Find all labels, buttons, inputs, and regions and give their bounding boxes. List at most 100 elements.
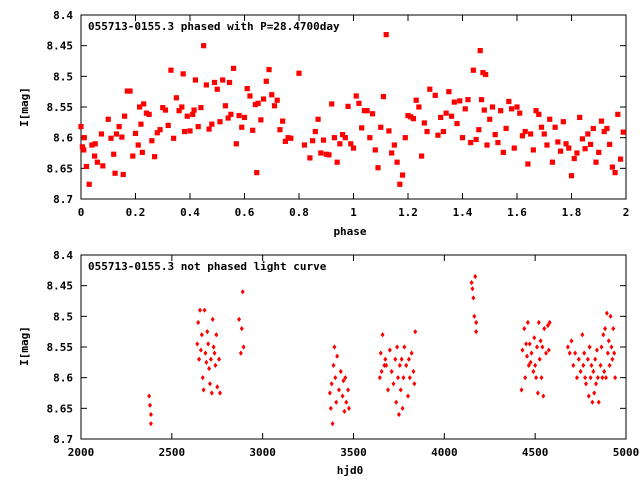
data-point (367, 135, 373, 141)
data-point (377, 375, 382, 381)
x-tick-label: 0.2 (126, 206, 146, 219)
data-point (601, 332, 606, 338)
data-point (147, 393, 152, 399)
data-point (567, 350, 572, 356)
phased-plot-title: 055713-0155.3 phased with P=28.4700day (88, 20, 340, 33)
x-tick-label: 0.4 (180, 206, 200, 219)
data-point (589, 362, 594, 368)
data-point (335, 353, 340, 359)
x-tick-label: 0.8 (289, 206, 309, 219)
data-point (498, 108, 504, 114)
data-point (547, 116, 553, 122)
data-point (148, 402, 153, 408)
data-point (578, 368, 583, 375)
data-point (413, 97, 419, 103)
x-tick-label: 3000 (249, 446, 276, 459)
data-point (604, 125, 610, 132)
data-point (421, 120, 427, 126)
data-point (492, 132, 498, 138)
data-point (213, 362, 218, 368)
data-point (328, 405, 333, 411)
data-point (239, 326, 244, 332)
data-point (105, 116, 111, 122)
data-point (524, 341, 529, 347)
data-point (285, 135, 291, 141)
data-point (606, 338, 611, 344)
data-point (252, 101, 258, 108)
data-point (345, 103, 351, 109)
data-point (181, 128, 188, 135)
data-point (211, 79, 218, 86)
data-point (481, 107, 487, 113)
data-point (593, 356, 598, 362)
data-point (202, 307, 207, 313)
data-point (566, 145, 572, 151)
data-point (576, 356, 581, 362)
data-point (211, 344, 216, 350)
data-point (594, 347, 599, 353)
data-point (612, 350, 617, 356)
data-point (271, 103, 278, 109)
data-point (409, 350, 414, 356)
data-point (196, 319, 201, 326)
data-point (329, 381, 334, 387)
data-point (207, 365, 212, 372)
data-point (508, 106, 515, 112)
data-point (470, 286, 475, 292)
data-point (296, 70, 302, 76)
data-point (484, 142, 490, 148)
phased-x-axis-title: phase (333, 225, 366, 238)
data-point (200, 375, 205, 381)
data-point (593, 159, 599, 165)
data-point (398, 387, 403, 393)
data-point (148, 411, 153, 418)
data-point (474, 329, 479, 335)
data-point (402, 344, 407, 350)
data-point (514, 104, 520, 110)
x-tick-label: 2500 (159, 446, 186, 459)
data-point (180, 71, 186, 77)
data-point (529, 350, 534, 356)
data-point (533, 362, 538, 368)
data-point (609, 164, 615, 170)
data-point (590, 125, 596, 132)
data-point (231, 65, 237, 71)
data-point (404, 362, 409, 368)
data-point (383, 356, 388, 362)
unphased-x-axis-title: hjd0 (337, 464, 364, 477)
x-tick-label: 2 (623, 206, 630, 219)
data-point (112, 170, 118, 176)
data-point (401, 375, 406, 381)
data-point (585, 356, 590, 362)
data-point (541, 393, 546, 399)
data-point (151, 154, 158, 160)
data-point (389, 150, 395, 156)
data-point (568, 173, 575, 179)
data-point (476, 127, 482, 133)
data-point (86, 181, 92, 187)
data-point (528, 359, 533, 365)
data-point (315, 116, 321, 122)
data-point (470, 67, 476, 73)
data-point (254, 170, 260, 176)
data-point (546, 347, 551, 353)
data-point (78, 124, 84, 130)
data-point (410, 116, 417, 122)
data-point (383, 32, 389, 38)
data-point (258, 117, 264, 123)
data-point (511, 145, 517, 151)
data-point (138, 121, 144, 127)
data-point (334, 399, 339, 405)
data-point (171, 135, 177, 141)
data-point (330, 421, 335, 427)
data-point (440, 128, 447, 135)
data-point (222, 103, 229, 109)
data-point (536, 111, 542, 117)
data-point (519, 133, 526, 139)
data-point (337, 141, 343, 147)
data-point (530, 147, 536, 153)
data-point (81, 135, 87, 141)
data-point (532, 335, 537, 341)
data-point (208, 356, 213, 362)
data-point (473, 136, 479, 143)
